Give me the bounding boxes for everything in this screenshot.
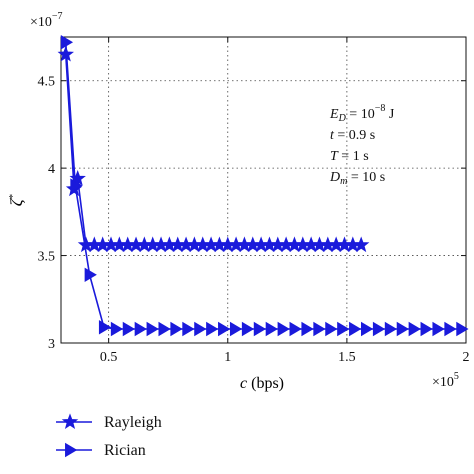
data-point-rayleigh: [69, 169, 86, 186]
data-point-rician: [84, 267, 97, 283]
data-point-rician: [444, 321, 457, 337]
annotation-line: t = 0.9 s: [330, 128, 375, 143]
data-point-rician: [194, 321, 207, 337]
legend-item-rayleigh: Rayleigh: [56, 413, 162, 431]
data-point-rician: [182, 321, 195, 337]
y-multiplier: ×10−7: [30, 11, 63, 30]
series-line-rician: [64, 42, 462, 330]
x-tick-label: 0.5: [100, 350, 118, 365]
series-layer: [57, 35, 469, 337]
annotation-line: ED = 10−8 J: [329, 103, 395, 124]
data-point-rician: [384, 321, 398, 337]
data-point-rician: [372, 321, 386, 337]
data-point-rician: [60, 35, 74, 50]
y-axis-label: ζ*: [7, 194, 26, 206]
data-point-rician: [360, 321, 374, 337]
data-point-rician: [122, 321, 135, 337]
x-multiplier-exp: 5: [454, 371, 459, 382]
data-point-rician: [349, 321, 362, 337]
data-point-rician: [98, 320, 112, 335]
data-point-rician: [313, 321, 326, 337]
legend: Rayleigh Rician: [56, 413, 162, 459]
data-point-rician: [206, 321, 219, 337]
data-point-rician: [218, 321, 231, 337]
data-point-rician: [289, 321, 302, 337]
y-tick-label: 3.5: [38, 250, 56, 265]
series-rayleigh: [57, 45, 370, 253]
x-axis-label: c (bps): [240, 375, 284, 392]
grid-lines: [61, 37, 467, 344]
data-point-rician: [110, 321, 124, 337]
axes-frame: [60, 36, 467, 344]
y-multiplier-exp: −7: [52, 11, 63, 22]
data-point-rician: [420, 321, 433, 337]
ticks: 0.5 1 1.5 2 3 3.5 4 4.5: [38, 37, 470, 365]
legend-marker: [61, 413, 79, 429]
x-multiplier: ×105: [432, 371, 459, 390]
annotation-line: Dm = 10 s: [329, 170, 385, 187]
data-point-rician: [229, 321, 243, 337]
data-point-rician: [325, 321, 338, 337]
annotation-block: ED = 10−8 J t = 0.9 s T = 1 s Dm = 10 s: [329, 103, 395, 187]
y-tick-label: 4: [48, 162, 55, 177]
data-point-rician: [170, 321, 183, 337]
data-point-rician: [134, 321, 147, 337]
legend-label: Rayleigh: [104, 414, 162, 431]
data-point-rician: [70, 178, 83, 193]
data-point-rician: [265, 321, 278, 337]
x-tick-label: 1.5: [338, 350, 356, 365]
data-point-rician: [146, 321, 159, 337]
data-point-rician: [337, 321, 350, 337]
data-point-rician: [241, 321, 255, 337]
data-point-rician: [396, 321, 409, 337]
data-point-rician: [456, 321, 469, 337]
x-tick-label: 2: [463, 350, 470, 365]
legend-marker: [65, 442, 78, 458]
data-point-rician: [432, 321, 445, 337]
data-point-rician: [277, 321, 290, 337]
data-point-rician: [253, 321, 267, 337]
legend-label: Rician: [104, 442, 146, 459]
y-tick-label: 4.5: [38, 75, 56, 90]
data-point-rician: [158, 321, 171, 337]
legend-item-rician: Rician: [56, 442, 146, 459]
series-rician: [60, 35, 469, 337]
data-point-rician: [408, 321, 421, 337]
x-tick-label: 1: [224, 350, 231, 365]
y-tick-label: 3: [48, 337, 55, 352]
annotation-line: T = 1 s: [330, 149, 369, 164]
data-point-rician: [301, 321, 314, 337]
data-point-rayleigh: [352, 236, 370, 253]
series-line-rayleigh: [64, 54, 362, 246]
